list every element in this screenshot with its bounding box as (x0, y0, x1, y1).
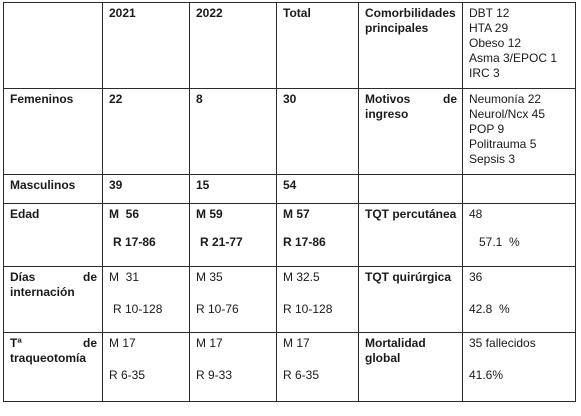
table-row: Femeninos 22 8 30 Motivos de ingreso Neum… (3, 88, 576, 175)
masculinos-2022: 15 (189, 174, 277, 204)
femeninos-label: Femeninos (3, 88, 103, 175)
tqt-percutanea-label: TQT percutánea (358, 203, 463, 267)
motivos-list: Neumonía 22 Neurol/Ncx 45 POP 9 Politrau… (462, 88, 576, 175)
tqt-quirurgica-values: 36 42.8 % (462, 266, 576, 333)
edad-2022: M 59 R 21-77 (189, 203, 277, 267)
tqt-percutanea-values: 48 57.1 % (462, 203, 576, 267)
table-row: Días de internación M 31 R 10-128 M 35 R … (3, 266, 576, 333)
masculinos-2021: 39 (102, 174, 190, 204)
table-row: 2021 2022 Total Comorbilidades principal… (3, 2, 576, 89)
comorbilidades-list: DBT 12 HTA 29 Obeso 12 Asma 3/EPOC 1 IRC… (462, 2, 576, 89)
edad-label: Edad (3, 203, 103, 267)
header-2021: 2021 (102, 2, 190, 89)
dias-2022: M 35 R 10-76 (189, 266, 277, 333)
mortalidad-label: Mortalidad global (358, 332, 463, 402)
comorbilidades-label: Comorbilidades principales (358, 2, 463, 89)
femeninos-2022: 8 (189, 88, 277, 175)
traq-2022: M 17 R 9-33 (189, 332, 277, 402)
edad-total: M 57 R 17-86 (276, 203, 359, 267)
traq-2021: M 17 R 6-35 (102, 332, 190, 402)
dias-2021: M 31 R 10-128 (102, 266, 190, 333)
traq-total: M 17 R 6-35 (276, 332, 359, 402)
tqt-quirurgica-label: TQT quirúrgica (358, 266, 463, 333)
mortalidad-values: 35 fallecidos 41.6% (462, 332, 576, 402)
results-table: 2021 2022 Total Comorbilidades principal… (3, 2, 576, 402)
femeninos-total: 30 (276, 88, 359, 175)
empty-cell (358, 174, 463, 204)
dias-label: Días de internación (3, 266, 103, 333)
edad-2021: M 56 R 17-86 (102, 203, 190, 267)
dias-total: M 32.5 R 10-128 (276, 266, 359, 333)
empty-cell (3, 2, 103, 89)
motivos-label: Motivos de ingreso (358, 88, 463, 175)
header-2022: 2022 (189, 2, 277, 89)
header-total: Total (276, 2, 359, 89)
femeninos-2021: 22 (102, 88, 190, 175)
empty-cell (462, 174, 576, 204)
masculinos-total: 54 (276, 174, 359, 204)
masculinos-label: Masculinos (3, 174, 103, 204)
table-row: Masculinos 39 15 54 (3, 174, 576, 204)
table-row: Edad M 56 R 17-86 M 59 R 21-77 M 57 R 17… (3, 203, 576, 267)
traq-label: Tª de traqueotomía (3, 332, 103, 402)
table-row: Tª de traqueotomía M 17 R 6-35 M 17 R 9-3… (3, 332, 576, 402)
